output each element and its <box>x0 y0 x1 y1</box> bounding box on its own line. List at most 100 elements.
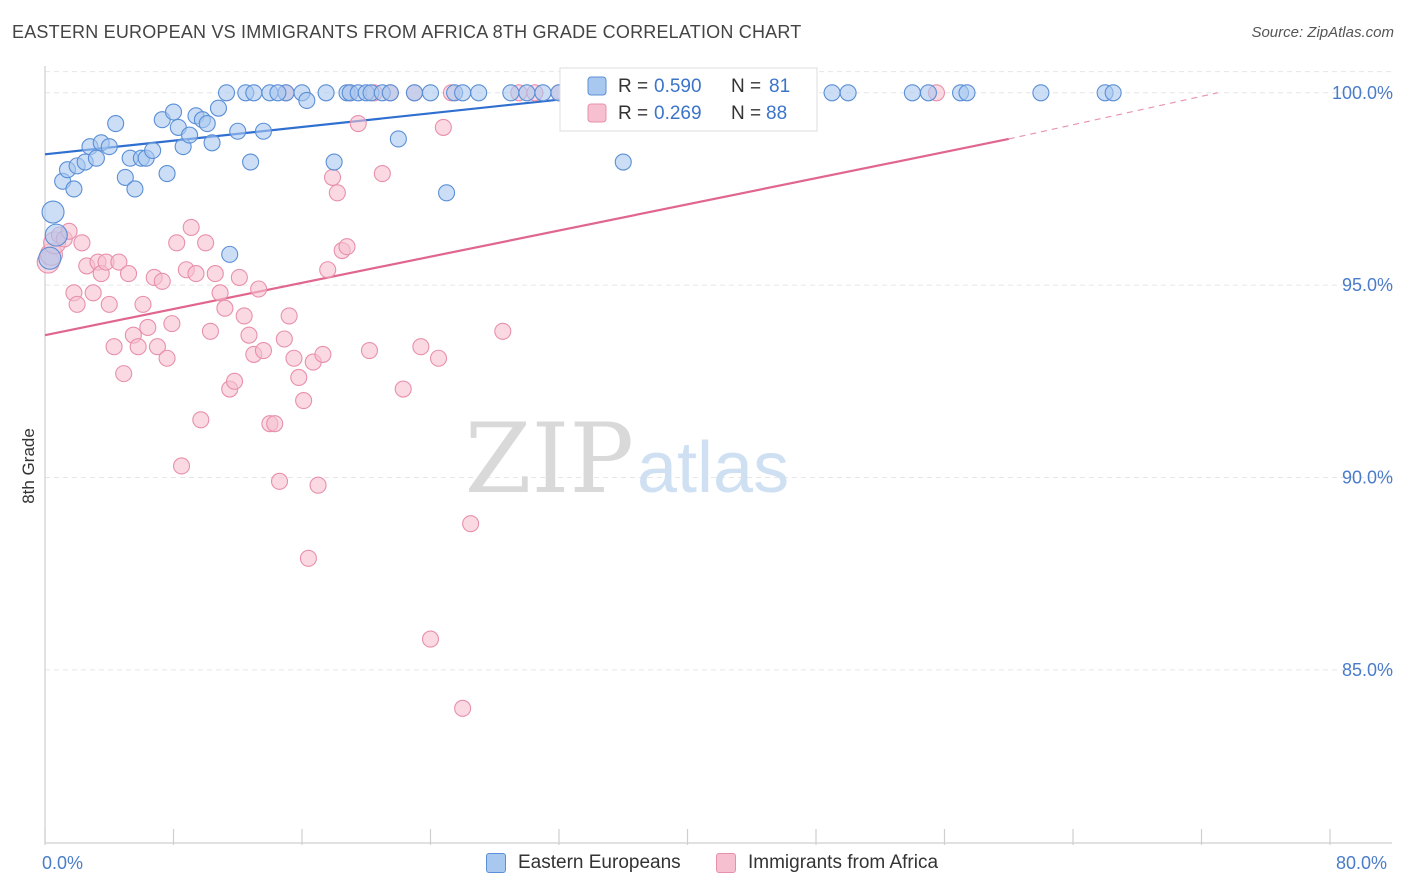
point-immigrants-from-africa <box>225 372 244 390</box>
legend-r-label: R = <box>618 76 648 97</box>
source-credit: Source: ZipAtlas.com <box>1251 24 1394 41</box>
point-immigrants-from-africa <box>73 234 91 252</box>
point-immigrants-from-africa <box>153 272 171 290</box>
trend-line-immigrants-from-africa <box>44 137 1009 337</box>
point-eastern-europeans <box>41 200 65 224</box>
point-immigrants-from-africa <box>275 330 293 348</box>
point-eastern-europeans <box>1104 84 1122 102</box>
legend-swatch-blue <box>587 76 607 96</box>
x-tick-label-min: 0.0% <box>42 853 84 873</box>
point-eastern-europeans <box>298 91 316 110</box>
y-tick-label: 90.0% <box>1342 468 1393 488</box>
point-eastern-europeans <box>405 84 423 102</box>
point-eastern-europeans <box>1032 84 1050 102</box>
legend-r-label: R = <box>618 103 648 124</box>
point-immigrants-from-africa <box>295 392 313 410</box>
point-eastern-europeans <box>44 223 68 247</box>
point-immigrants-from-africa <box>290 368 308 387</box>
point-eastern-europeans <box>518 84 536 102</box>
point-immigrants-from-africa <box>299 549 317 567</box>
point-eastern-europeans <box>181 126 199 144</box>
point-eastern-europeans <box>144 141 162 160</box>
point-immigrants-from-africa <box>280 307 298 325</box>
point-immigrants-from-africa <box>270 472 289 490</box>
point-immigrants-from-africa <box>187 265 205 283</box>
point-immigrants-from-africa <box>148 338 166 356</box>
point-eastern-europeans <box>158 165 176 183</box>
point-eastern-europeans <box>454 84 472 102</box>
legend-label: Eastern Europeans <box>518 852 681 873</box>
points-layer <box>36 84 1122 717</box>
legend-swatch-pink <box>587 103 607 123</box>
point-immigrants-from-africa <box>172 457 191 475</box>
legend-item-eastern-europeans[interactable]: Eastern Europeans <box>486 852 681 874</box>
point-eastern-europeans <box>919 84 937 102</box>
legend-n-value: 88 <box>766 103 787 124</box>
point-eastern-europeans <box>87 149 105 167</box>
point-eastern-europeans <box>126 180 144 198</box>
legend-n-value: 81 <box>769 76 790 97</box>
point-eastern-europeans <box>254 122 273 140</box>
point-immigrants-from-africa <box>68 295 86 313</box>
point-immigrants-from-africa <box>115 365 133 383</box>
point-immigrants-from-africa <box>192 411 210 429</box>
point-immigrants-from-africa <box>338 238 356 256</box>
point-immigrants-from-africa <box>129 338 147 356</box>
point-eastern-europeans <box>614 153 632 171</box>
legend-label: Immigrants from Africa <box>748 852 939 873</box>
point-immigrants-from-africa <box>201 322 219 340</box>
point-eastern-europeans <box>470 84 488 102</box>
point-immigrants-from-africa <box>454 699 472 717</box>
chart-title: EASTERN EUROPEAN VS IMMIGRANTS FROM AFRI… <box>12 22 802 42</box>
point-immigrants-from-africa <box>285 349 303 367</box>
point-immigrants-from-africa <box>319 261 337 279</box>
point-immigrants-from-africa <box>182 218 200 236</box>
point-immigrants-from-africa <box>412 338 430 356</box>
point-immigrants-from-africa <box>250 280 268 298</box>
point-immigrants-from-africa <box>323 168 342 186</box>
x-tick-label-max: 80.0% <box>1336 853 1388 873</box>
point-eastern-europeans <box>65 180 83 198</box>
point-immigrants-from-africa <box>394 380 412 398</box>
point-immigrants-from-africa <box>139 318 157 337</box>
point-eastern-europeans <box>269 84 287 102</box>
point-eastern-europeans <box>839 84 857 102</box>
point-eastern-europeans <box>203 134 221 152</box>
point-immigrants-from-africa <box>216 299 234 317</box>
point-eastern-europeans <box>38 246 62 270</box>
point-immigrants-from-africa <box>309 476 327 494</box>
point-immigrants-from-africa <box>421 630 440 648</box>
point-immigrants-from-africa <box>462 515 480 533</box>
legend-swatch-pink <box>716 853 736 873</box>
point-immigrants-from-africa <box>254 341 273 360</box>
point-eastern-europeans <box>958 84 976 102</box>
point-immigrants-from-africa <box>211 284 229 302</box>
point-eastern-europeans <box>100 138 118 156</box>
point-immigrants-from-africa <box>105 338 123 356</box>
point-eastern-europeans <box>534 84 552 102</box>
axes-layer <box>44 66 1392 845</box>
legend-item-immigrants-from-africa[interactable]: Immigrants from Africa <box>716 852 938 874</box>
point-immigrants-from-africa <box>235 307 253 325</box>
point-immigrants-from-africa <box>230 268 248 286</box>
point-immigrants-from-africa <box>429 349 448 367</box>
point-eastern-europeans <box>229 122 247 140</box>
point-immigrants-from-africa <box>158 349 176 367</box>
point-immigrants-from-africa <box>266 415 284 433</box>
point-eastern-europeans <box>317 84 335 102</box>
point-eastern-europeans <box>217 84 236 102</box>
trend-line-eastern-europeans <box>44 91 624 156</box>
point-eastern-europeans <box>245 84 263 102</box>
trend-line-extension <box>1008 92 1218 140</box>
legend-n-label: N = <box>731 103 761 124</box>
legend-n-label: N = <box>731 76 761 97</box>
point-eastern-europeans <box>502 84 520 102</box>
legend-r-value: 0.590 <box>654 76 702 97</box>
y-tick-label: 85.0% <box>1342 660 1393 680</box>
point-eastern-europeans <box>116 168 134 186</box>
watermark-zip: ZIP <box>465 403 634 515</box>
point-immigrants-from-africa <box>494 322 512 340</box>
point-eastern-europeans <box>198 115 216 133</box>
point-eastern-europeans <box>381 84 399 102</box>
point-immigrants-from-africa <box>134 295 152 313</box>
